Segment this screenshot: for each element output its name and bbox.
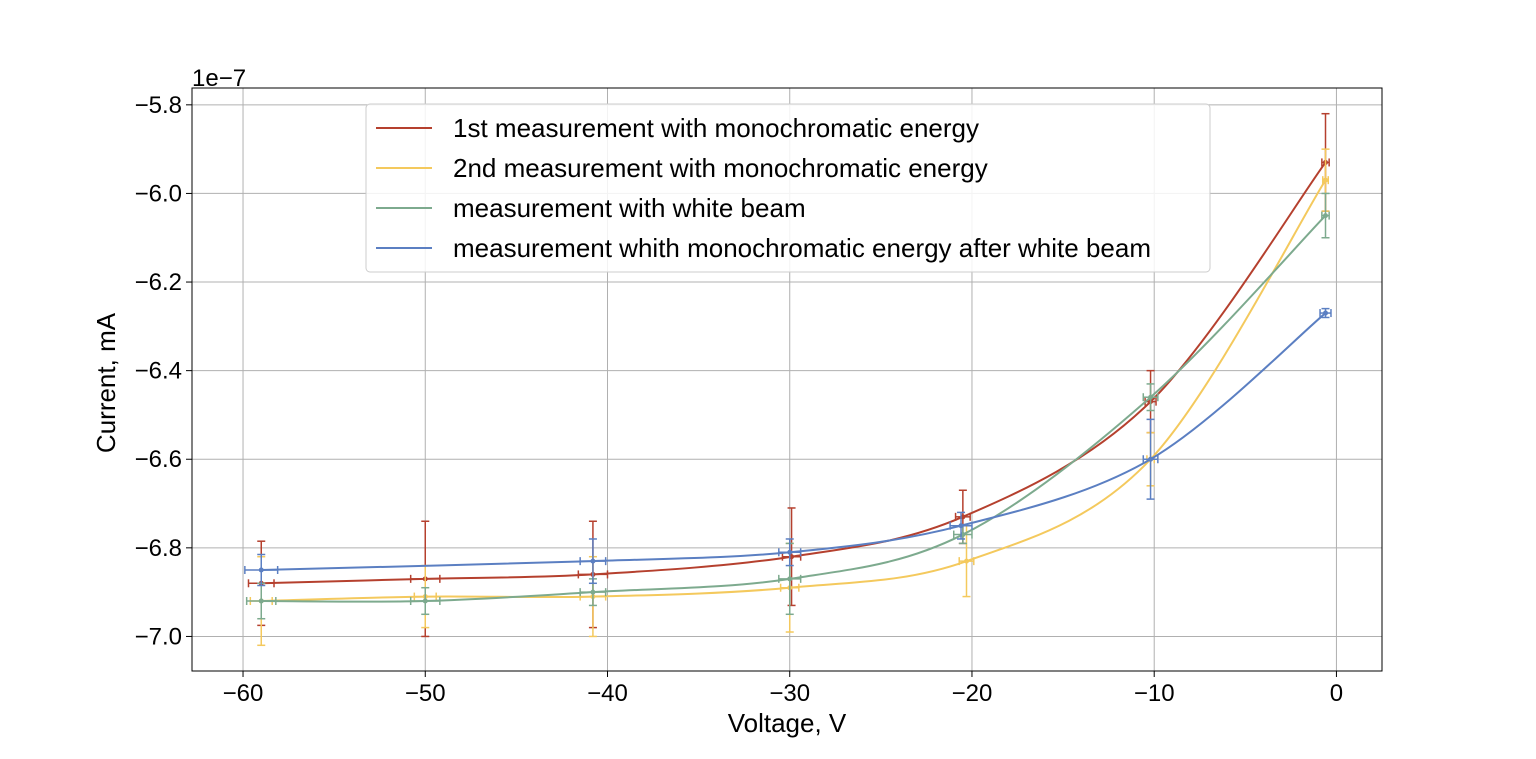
legend-label: 1st measurement with monochromatic energ…	[453, 113, 979, 143]
x-tick-label: −50	[405, 680, 446, 707]
x-tick-label: −60	[223, 680, 264, 707]
data-point	[258, 598, 264, 604]
data-point	[787, 549, 793, 555]
y-offset-label: 1e−7	[192, 65, 246, 92]
legend-box	[365, 103, 1211, 273]
data-point	[1148, 394, 1154, 400]
series-3	[245, 192, 1330, 620]
x-tick-label: −40	[587, 680, 628, 707]
data-point	[422, 598, 428, 604]
y-tick-label: −6.2	[135, 269, 182, 296]
data-point	[1323, 310, 1329, 316]
y-tick-label: −6.6	[135, 446, 182, 473]
y-tick-label: −6.8	[135, 535, 182, 562]
legend-label: measurement whith monochromatic energy a…	[453, 233, 1151, 263]
series-layer	[244, 112, 1332, 647]
y-tick-label: −6.4	[135, 358, 182, 385]
legend-label: 2nd measurement with monochromatic energ…	[453, 153, 988, 183]
series-line	[261, 312, 1327, 571]
y-tick-label: −7.0	[135, 623, 182, 650]
y-axis-label: Current, mA	[91, 312, 121, 453]
series-4	[244, 307, 1332, 587]
data-point	[590, 558, 596, 564]
data-point	[958, 523, 964, 529]
y-tick-label: −6.0	[135, 180, 182, 207]
legend-label: measurement with white beam	[453, 193, 806, 223]
data-point	[590, 589, 596, 595]
x-tick-label: −10	[1134, 680, 1175, 707]
axis-layer: −60 −50 −40 −30 −20 −10 0 −5.8 −6.0 −6.2 −6.4 −6.6 −…	[135, 92, 1344, 707]
y-tick-label: −5.8	[135, 92, 182, 119]
plot-frame	[191, 87, 1383, 672]
data-point	[1323, 213, 1329, 219]
legend: 1st measurement with monochromatic energ…	[365, 103, 1211, 273]
x-tick-label: −20	[952, 680, 993, 707]
x-tick-label: −30	[769, 680, 810, 707]
data-point	[1323, 177, 1329, 183]
data-point	[258, 567, 264, 573]
x-tick-label: 0	[1330, 680, 1343, 707]
data-point	[964, 558, 970, 564]
data-point	[787, 576, 793, 582]
x-axis-label: Voltage, V	[728, 708, 847, 738]
data-point	[1148, 456, 1154, 462]
